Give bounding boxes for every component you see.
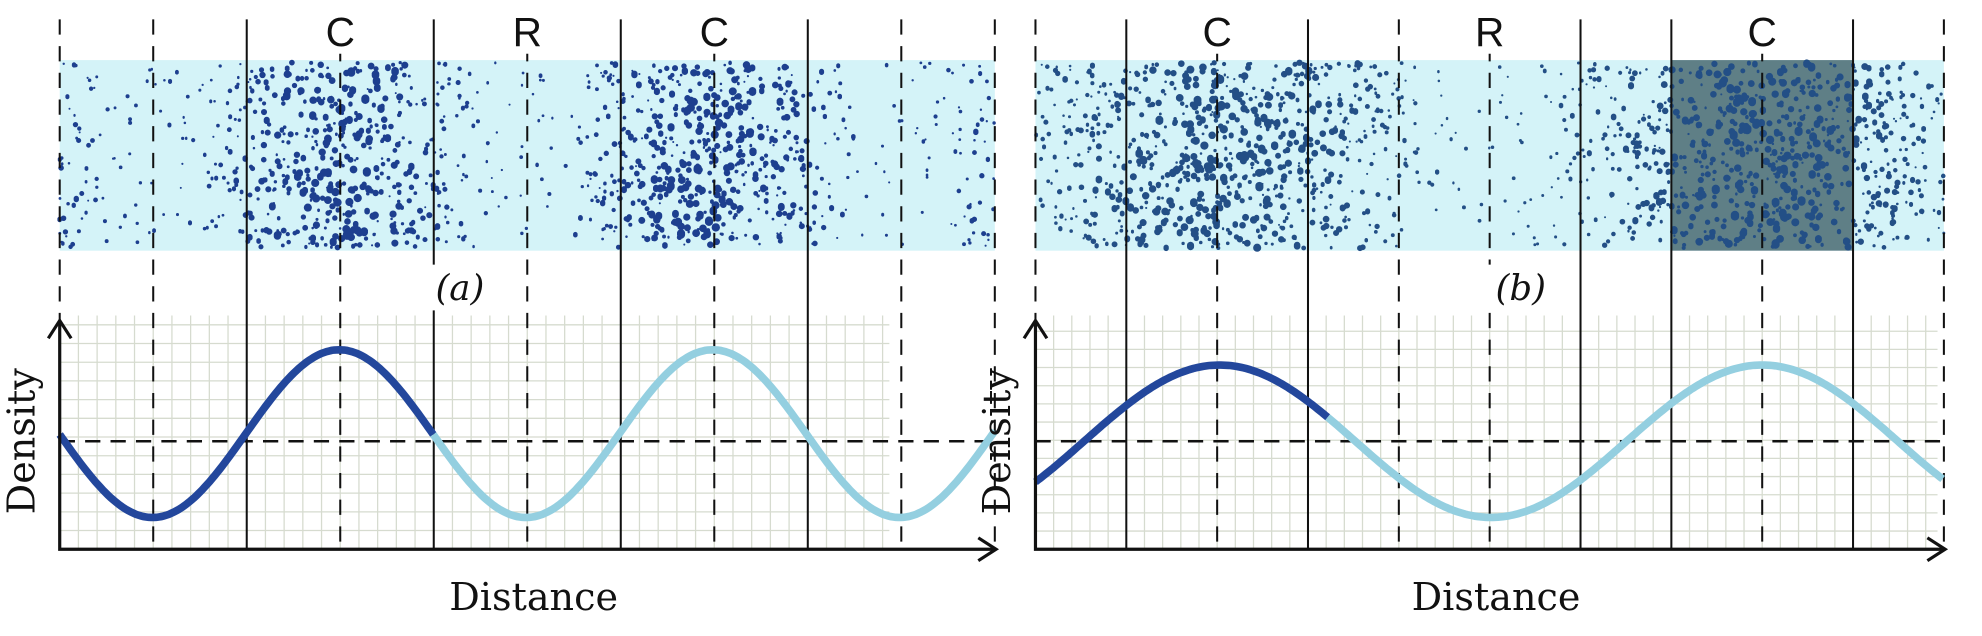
region-label: C bbox=[1748, 9, 1777, 55]
axes bbox=[58, 324, 995, 551]
x-axis-label: Distance bbox=[1412, 575, 1581, 619]
arrow bbox=[1926, 536, 1949, 563]
region-label: C bbox=[326, 9, 355, 55]
label-bg bbox=[1736, 7, 1788, 54]
caption-bg bbox=[426, 264, 493, 311]
region-label: R bbox=[513, 9, 542, 55]
y-axis-label: Density bbox=[975, 368, 1019, 515]
label-bg bbox=[688, 7, 740, 54]
arrow bbox=[46, 317, 73, 340]
caption: (a) bbox=[435, 268, 484, 309]
density-curve-dark bbox=[56, 345, 437, 522]
label-bg bbox=[1191, 7, 1243, 54]
panel: C R C (b) Density Distance bbox=[975, 7, 1949, 619]
region-label: R bbox=[1475, 9, 1504, 55]
caption-bg bbox=[1487, 264, 1554, 311]
y-axis-label: Density bbox=[0, 368, 43, 515]
axes bbox=[1033, 324, 1944, 551]
x-axis-label: Distance bbox=[449, 575, 618, 619]
density-curve-dark bbox=[1033, 361, 1331, 485]
arrow bbox=[977, 536, 1000, 563]
density-curve-light bbox=[430, 345, 998, 522]
label-bg bbox=[501, 7, 553, 54]
caption: (b) bbox=[1496, 268, 1547, 309]
region-label: C bbox=[1202, 9, 1231, 55]
density-curve-light bbox=[1325, 361, 1945, 522]
label-bg bbox=[314, 7, 366, 54]
panel: C R C (a) Density Distance bbox=[0, 7, 1000, 619]
arrow bbox=[1022, 317, 1049, 340]
region-label: C bbox=[700, 9, 729, 55]
label-bg bbox=[1464, 7, 1516, 54]
